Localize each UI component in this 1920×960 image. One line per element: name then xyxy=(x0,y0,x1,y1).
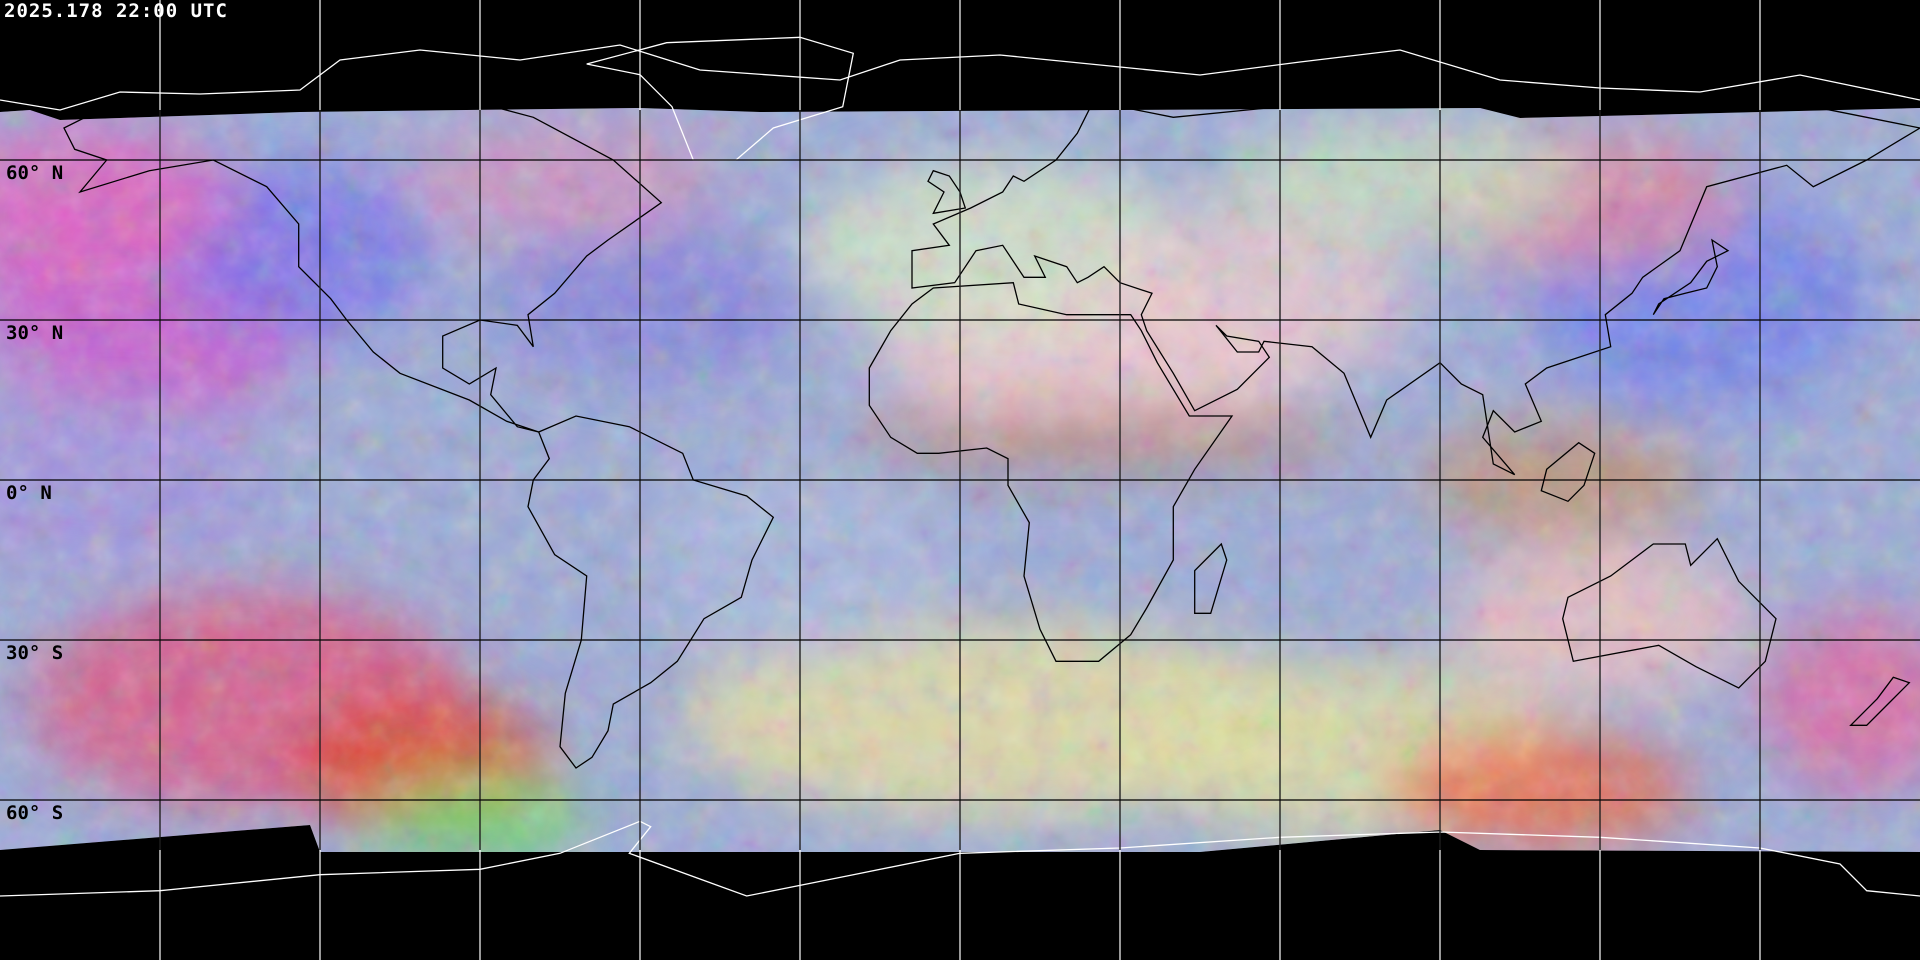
lat-label-30n: 30° N xyxy=(6,322,64,344)
coastline-japan xyxy=(1652,238,1730,316)
lat-label-60s: 60° S xyxy=(6,802,64,824)
lat-label-60n: 60° N xyxy=(6,162,64,184)
lat-label-0: 0° N xyxy=(6,482,52,504)
coastline-borneo xyxy=(1540,441,1596,503)
coastline-africa xyxy=(868,282,1234,662)
coastline-australia xyxy=(1562,537,1777,689)
coastline-arctic xyxy=(0,44,1920,111)
lat-label-30s: 30° S xyxy=(6,642,64,664)
coastline-new-zealand xyxy=(1849,676,1911,726)
coastline-eurasia xyxy=(911,68,1920,476)
coastline-madagascar xyxy=(1194,542,1228,614)
timestamp-label: 2025.178 22:00 UTC xyxy=(4,0,228,22)
coastline-uk xyxy=(927,169,967,215)
